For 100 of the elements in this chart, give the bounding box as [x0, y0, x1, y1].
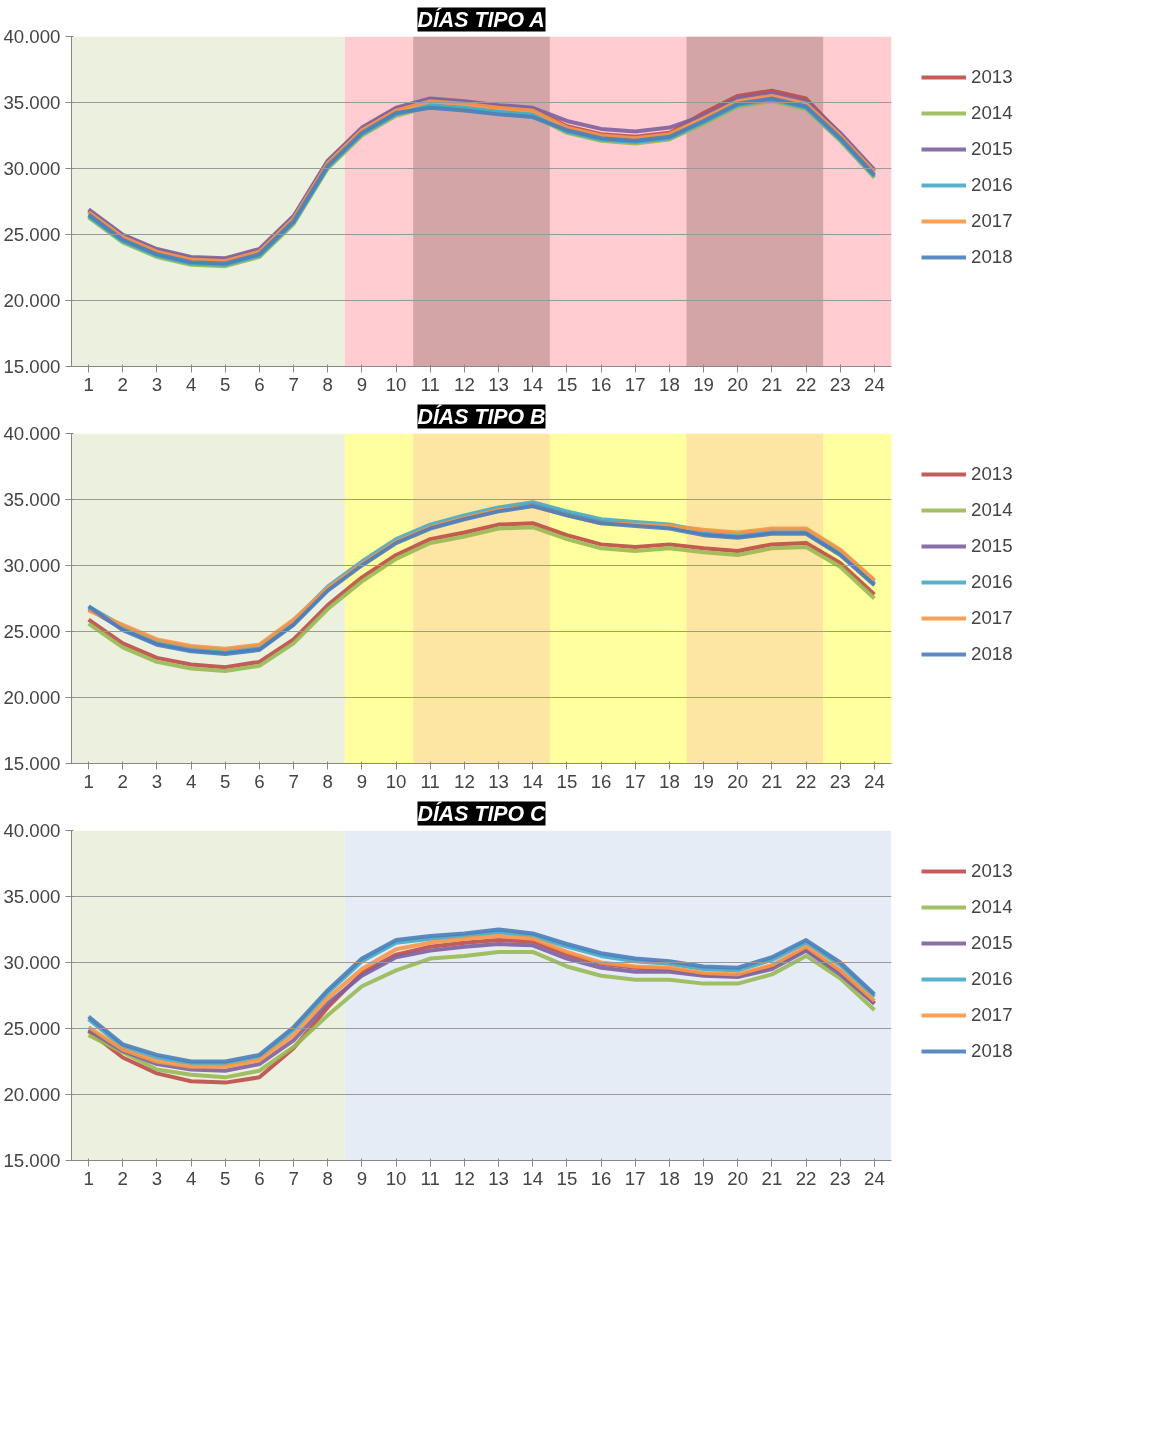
- x-tick-label: 12: [454, 770, 475, 792]
- legend-label: 2013: [971, 66, 1013, 88]
- y-tick-label: 25.000: [3, 224, 61, 245]
- y-tick-label: 20.000: [3, 290, 61, 311]
- legend-label: 2016: [971, 571, 1013, 593]
- x-tick-label: 21: [761, 373, 783, 395]
- x-tick-label: 5: [220, 770, 231, 792]
- chart-title: DÍAS TIPO A: [417, 6, 545, 32]
- x-tick-label: 3: [151, 1167, 163, 1189]
- x-tick-label: 15: [556, 373, 578, 395]
- x-tick-label: 22: [795, 373, 817, 395]
- y-tick-label: 15.000: [3, 356, 61, 377]
- y-tick-label: 40.000: [3, 26, 61, 47]
- x-tick-label: 5: [220, 373, 231, 395]
- x-tick-label: 1: [83, 770, 94, 792]
- x-tick-label: 9: [356, 770, 368, 792]
- x-tick-label: 8: [322, 373, 333, 395]
- legend-label: 2017: [971, 1004, 1013, 1026]
- x-tick-label: 20: [727, 770, 749, 792]
- x-tick-label: 10: [385, 373, 407, 395]
- x-tick-label: 15: [556, 770, 578, 792]
- x-tick-label: 1: [83, 1167, 94, 1189]
- y-tick-label: 25.000: [3, 1018, 61, 1039]
- x-tick-label: 14: [522, 1167, 544, 1189]
- x-tick-label: 24: [864, 373, 885, 395]
- x-tick-label: 7: [288, 373, 299, 395]
- x-tick-label: 6: [254, 373, 265, 395]
- x-tick-label: 11: [420, 1167, 440, 1189]
- legend-label: 2014: [971, 102, 1013, 124]
- chart-title: DÍAS TIPO C: [417, 800, 547, 826]
- x-tick-label: 12: [454, 373, 475, 395]
- y-tick-label: 40.000: [3, 423, 61, 444]
- legend-label: 2018: [971, 1040, 1013, 1062]
- y-tick-label: 40.000: [3, 820, 61, 841]
- x-tick-label: 18: [659, 1167, 680, 1189]
- x-tick-label: 17: [624, 373, 646, 395]
- x-tick-label: 3: [151, 770, 163, 792]
- x-tick-label: 13: [488, 1167, 509, 1189]
- x-tick-label: 16: [590, 1167, 612, 1189]
- y-tick-label: 35.000: [3, 886, 61, 907]
- x-tick-label: 8: [322, 770, 333, 792]
- x-tick-label: 22: [795, 1167, 817, 1189]
- x-tick-label: 8: [322, 1167, 333, 1189]
- y-tick-label: 30.000: [3, 158, 61, 179]
- x-tick-label: 11: [420, 770, 440, 792]
- x-tick-label: 6: [254, 1167, 265, 1189]
- x-tick-label: 14: [522, 770, 544, 792]
- x-tick-label: 22: [795, 770, 817, 792]
- x-tick-label: 23: [829, 1167, 851, 1189]
- y-tick-label: 20.000: [3, 687, 61, 708]
- x-tick-label: 4: [185, 373, 197, 395]
- x-tick-label: 14: [522, 373, 544, 395]
- chart-title: DÍAS TIPO B: [417, 403, 546, 429]
- x-tick-label: 19: [693, 1167, 714, 1189]
- x-tick-label: 19: [693, 770, 714, 792]
- y-tick-label: 30.000: [3, 952, 61, 973]
- x-tick-label: 17: [624, 770, 646, 792]
- x-tick-label: 7: [288, 1167, 299, 1189]
- legend-label: 2015: [971, 138, 1013, 160]
- x-tick-label: 9: [356, 1167, 368, 1189]
- y-tick-label: 15.000: [3, 753, 61, 774]
- x-tick-label: 23: [829, 373, 851, 395]
- x-tick-label: 10: [385, 1167, 407, 1189]
- x-tick-label: 21: [761, 770, 783, 792]
- x-tick-label: 10: [385, 770, 407, 792]
- legend-label: 2014: [971, 896, 1013, 918]
- x-tick-label: 17: [624, 1167, 646, 1189]
- x-tick-label: 12: [454, 1167, 475, 1189]
- legend-label: 2015: [971, 932, 1013, 954]
- x-tick-label: 18: [659, 373, 680, 395]
- x-tick-label: 13: [488, 770, 509, 792]
- x-tick-label: 6: [254, 770, 265, 792]
- legend-label: 2014: [971, 499, 1013, 521]
- legend-label: 2018: [971, 246, 1013, 268]
- y-tick-label: 30.000: [3, 555, 61, 576]
- legend-label: 2015: [971, 535, 1013, 557]
- x-tick-label: 24: [864, 1167, 885, 1189]
- y-tick-label: 15.000: [3, 1150, 61, 1171]
- y-tick-label: 25.000: [3, 621, 61, 642]
- x-tick-label: 24: [864, 770, 885, 792]
- x-tick-label: 4: [185, 1167, 197, 1189]
- legend-label: 2013: [971, 463, 1013, 485]
- legend-label: 2016: [971, 968, 1013, 990]
- x-tick-label: 2: [117, 1167, 128, 1189]
- x-tick-label: 23: [829, 770, 851, 792]
- x-tick-label: 16: [590, 373, 612, 395]
- x-tick-label: 11: [420, 373, 440, 395]
- x-tick-label: 4: [185, 770, 197, 792]
- x-tick-label: 2: [117, 770, 128, 792]
- x-tick-label: 5: [220, 1167, 231, 1189]
- x-tick-label: 7: [288, 770, 299, 792]
- legend-label: 2013: [971, 860, 1013, 882]
- x-tick-label: 16: [590, 770, 612, 792]
- x-tick-label: 19: [693, 373, 714, 395]
- x-tick-label: 20: [727, 1167, 749, 1189]
- legend-label: 2017: [971, 607, 1013, 629]
- y-tick-label: 35.000: [3, 92, 61, 113]
- x-tick-label: 15: [556, 1167, 578, 1189]
- x-tick-label: 20: [727, 373, 749, 395]
- legend-label: 2018: [971, 643, 1013, 665]
